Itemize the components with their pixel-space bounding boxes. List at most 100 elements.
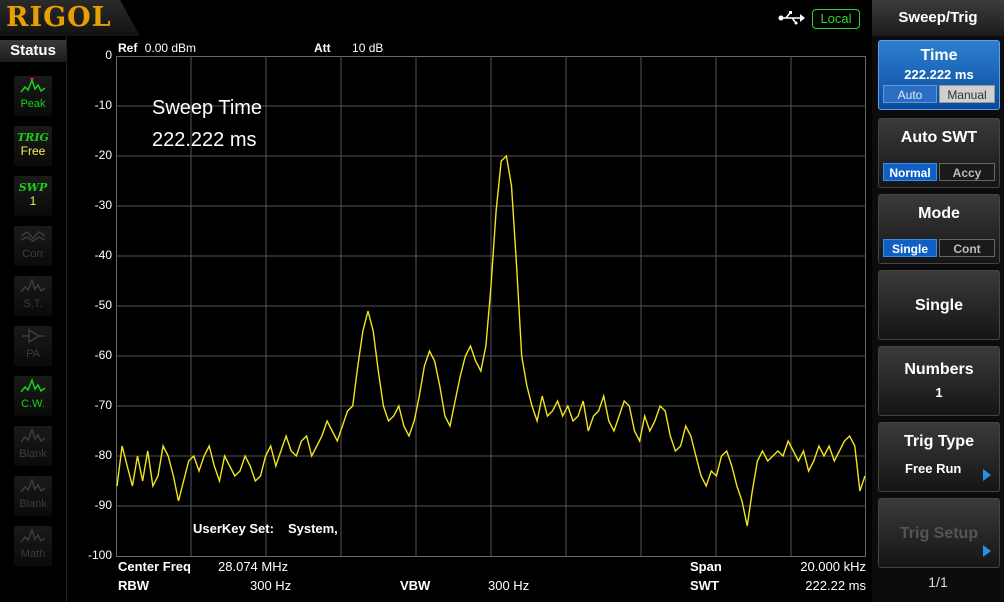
status-panel: Status Peak TRIG Free SWP 1 Corr S.T. (0, 36, 67, 602)
logo-box: RIGOL (0, 0, 140, 36)
blank-icon (20, 478, 46, 493)
softkey-time-label: Time (920, 47, 958, 64)
softkey-trig-setup[interactable]: Trig Setup (878, 498, 1000, 568)
submenu-arrow-icon (983, 469, 991, 481)
status-corr-label: Corr (22, 248, 44, 260)
userkey-label: UserKey Set: (193, 521, 274, 536)
mode-single-option[interactable]: Single (883, 239, 937, 257)
blank-icon (20, 428, 46, 443)
status-swp-label: 1 (29, 194, 37, 208)
sweep-time-title: Sweep Time (152, 97, 263, 119)
softkey-numbers-value: 1 (935, 385, 943, 400)
status-blank-1[interactable]: Blank (14, 426, 52, 466)
status-peak-label: Peak (20, 98, 46, 110)
peak-icon (20, 78, 46, 93)
menu-page-indicator: 1/1 (928, 574, 948, 590)
rbw[interactable]: RBW (118, 578, 149, 593)
softkey-mode-label: Mode (918, 205, 960, 222)
submenu-arrow-icon (983, 545, 991, 557)
corr-icon (20, 231, 46, 242)
status-title: Status (0, 40, 66, 62)
mode-cont-option[interactable]: Cont (939, 239, 995, 257)
att-value: 10 dB (352, 41, 384, 55)
vbw[interactable]: VBW (400, 578, 430, 593)
status-cw-label: C.W. (21, 398, 45, 410)
swt-value: 222.22 ms (805, 578, 866, 593)
softkey-time-value: 222.222 ms (904, 67, 974, 82)
center-freq-value: 28.074 MHz (218, 559, 289, 574)
status-st-label: S.T. (23, 298, 43, 310)
softkey-numbers[interactable]: Numbers 1 (878, 346, 1000, 416)
span-value: 20.000 kHz (800, 559, 866, 574)
sweep-time-value: 222.222 ms (152, 129, 257, 151)
ref-level[interactable]: Ref 0.00 dBm (118, 41, 196, 55)
softkey-trig-type-value: Free Run (905, 461, 962, 476)
y-axis-label: 0 (105, 48, 112, 62)
local-badge[interactable]: Local (812, 9, 860, 29)
trace-line (116, 154, 866, 527)
rbw-label: RBW (118, 578, 150, 593)
status-swp-title: SWP (18, 181, 48, 194)
center-freq-label: Center Freq (118, 559, 191, 574)
span-label: Span (690, 559, 722, 574)
auto-swt-normal-option[interactable]: Normal (883, 163, 937, 181)
status-st[interactable]: S.T. (14, 276, 52, 316)
top-bar: RIGOL Local (0, 0, 872, 36)
cw-icon (20, 378, 46, 393)
usb-icon (778, 11, 805, 25)
time-auto-option[interactable]: Auto (883, 85, 937, 103)
menu-title: Sweep/Trig (872, 0, 1004, 36)
span[interactable]: Span (690, 559, 722, 574)
y-axis-label: -100 (87, 548, 112, 562)
vbw-value: 300 Hz (488, 578, 530, 593)
status-pa[interactable]: PA (14, 326, 52, 366)
auto-swt-accy-option[interactable]: Accy (939, 163, 995, 181)
userkey-set: UserKey Set: System, (193, 521, 338, 536)
status-blank-1-label: Blank (19, 448, 47, 460)
graticule-svg (116, 56, 866, 557)
att-label: Att (314, 41, 331, 55)
attenuation[interactable]: Att 10 dB (314, 41, 383, 55)
swt[interactable]: SWT (690, 578, 719, 593)
status-peak[interactable]: Peak (14, 76, 52, 116)
y-axis-label: -60 (94, 348, 112, 362)
softkey-auto-swt-label: Auto SWT (900, 129, 978, 146)
time-manual-option[interactable]: Manual (939, 85, 995, 103)
swt-label: SWT (690, 578, 719, 593)
softkey-trig-type-label: Trig Type (904, 433, 974, 450)
status-trig-label: Free (20, 144, 46, 158)
softkey-auto-swt[interactable]: Auto SWT Normal Accy (878, 118, 1000, 188)
y-axis-label: -10 (94, 98, 112, 112)
userkey-value: System, (287, 521, 338, 536)
pa-icon (22, 328, 45, 344)
softkey-trig-setup-label: Trig Setup (899, 525, 979, 542)
graticule-grid (116, 56, 866, 556)
softkey-trig-type[interactable]: Trig Type Free Run (878, 422, 1000, 492)
spectrum-display[interactable] (116, 56, 866, 557)
status-trig[interactable]: TRIG Free (14, 126, 52, 166)
y-axis-label: -20 (94, 148, 112, 162)
y-axis-label: -50 (94, 298, 112, 312)
softkey-mode[interactable]: Mode Single Cont (878, 194, 1000, 264)
rbw-value: 300 Hz (250, 578, 292, 593)
status-pa-label: PA (26, 348, 40, 360)
status-swp[interactable]: SWP 1 (14, 176, 52, 216)
status-trig-title: TRIG (17, 131, 49, 144)
vbw-label: VBW (400, 578, 431, 593)
y-axis-label: -90 (94, 498, 112, 512)
y-axis-label: -30 (94, 198, 112, 212)
math-icon (20, 528, 46, 543)
status-math[interactable]: Math (14, 526, 52, 566)
rigol-logo: RIGOL (6, 2, 112, 33)
status-cw[interactable]: C.W. (14, 376, 52, 416)
y-axis-label: -80 (94, 448, 112, 462)
center-freq[interactable]: Center Freq (118, 559, 191, 574)
softkey-numbers-label: Numbers (904, 361, 974, 378)
softkey-time[interactable]: Time 222.222 ms Auto Manual (878, 40, 1000, 110)
softkey-single[interactable]: Single (878, 270, 1000, 340)
status-corr[interactable]: Corr (14, 226, 52, 266)
status-math-label: Math (20, 548, 46, 560)
status-blank-2[interactable]: Blank (14, 476, 52, 516)
status-blank-2-label: Blank (19, 498, 47, 510)
ref-label: Ref (118, 41, 138, 55)
